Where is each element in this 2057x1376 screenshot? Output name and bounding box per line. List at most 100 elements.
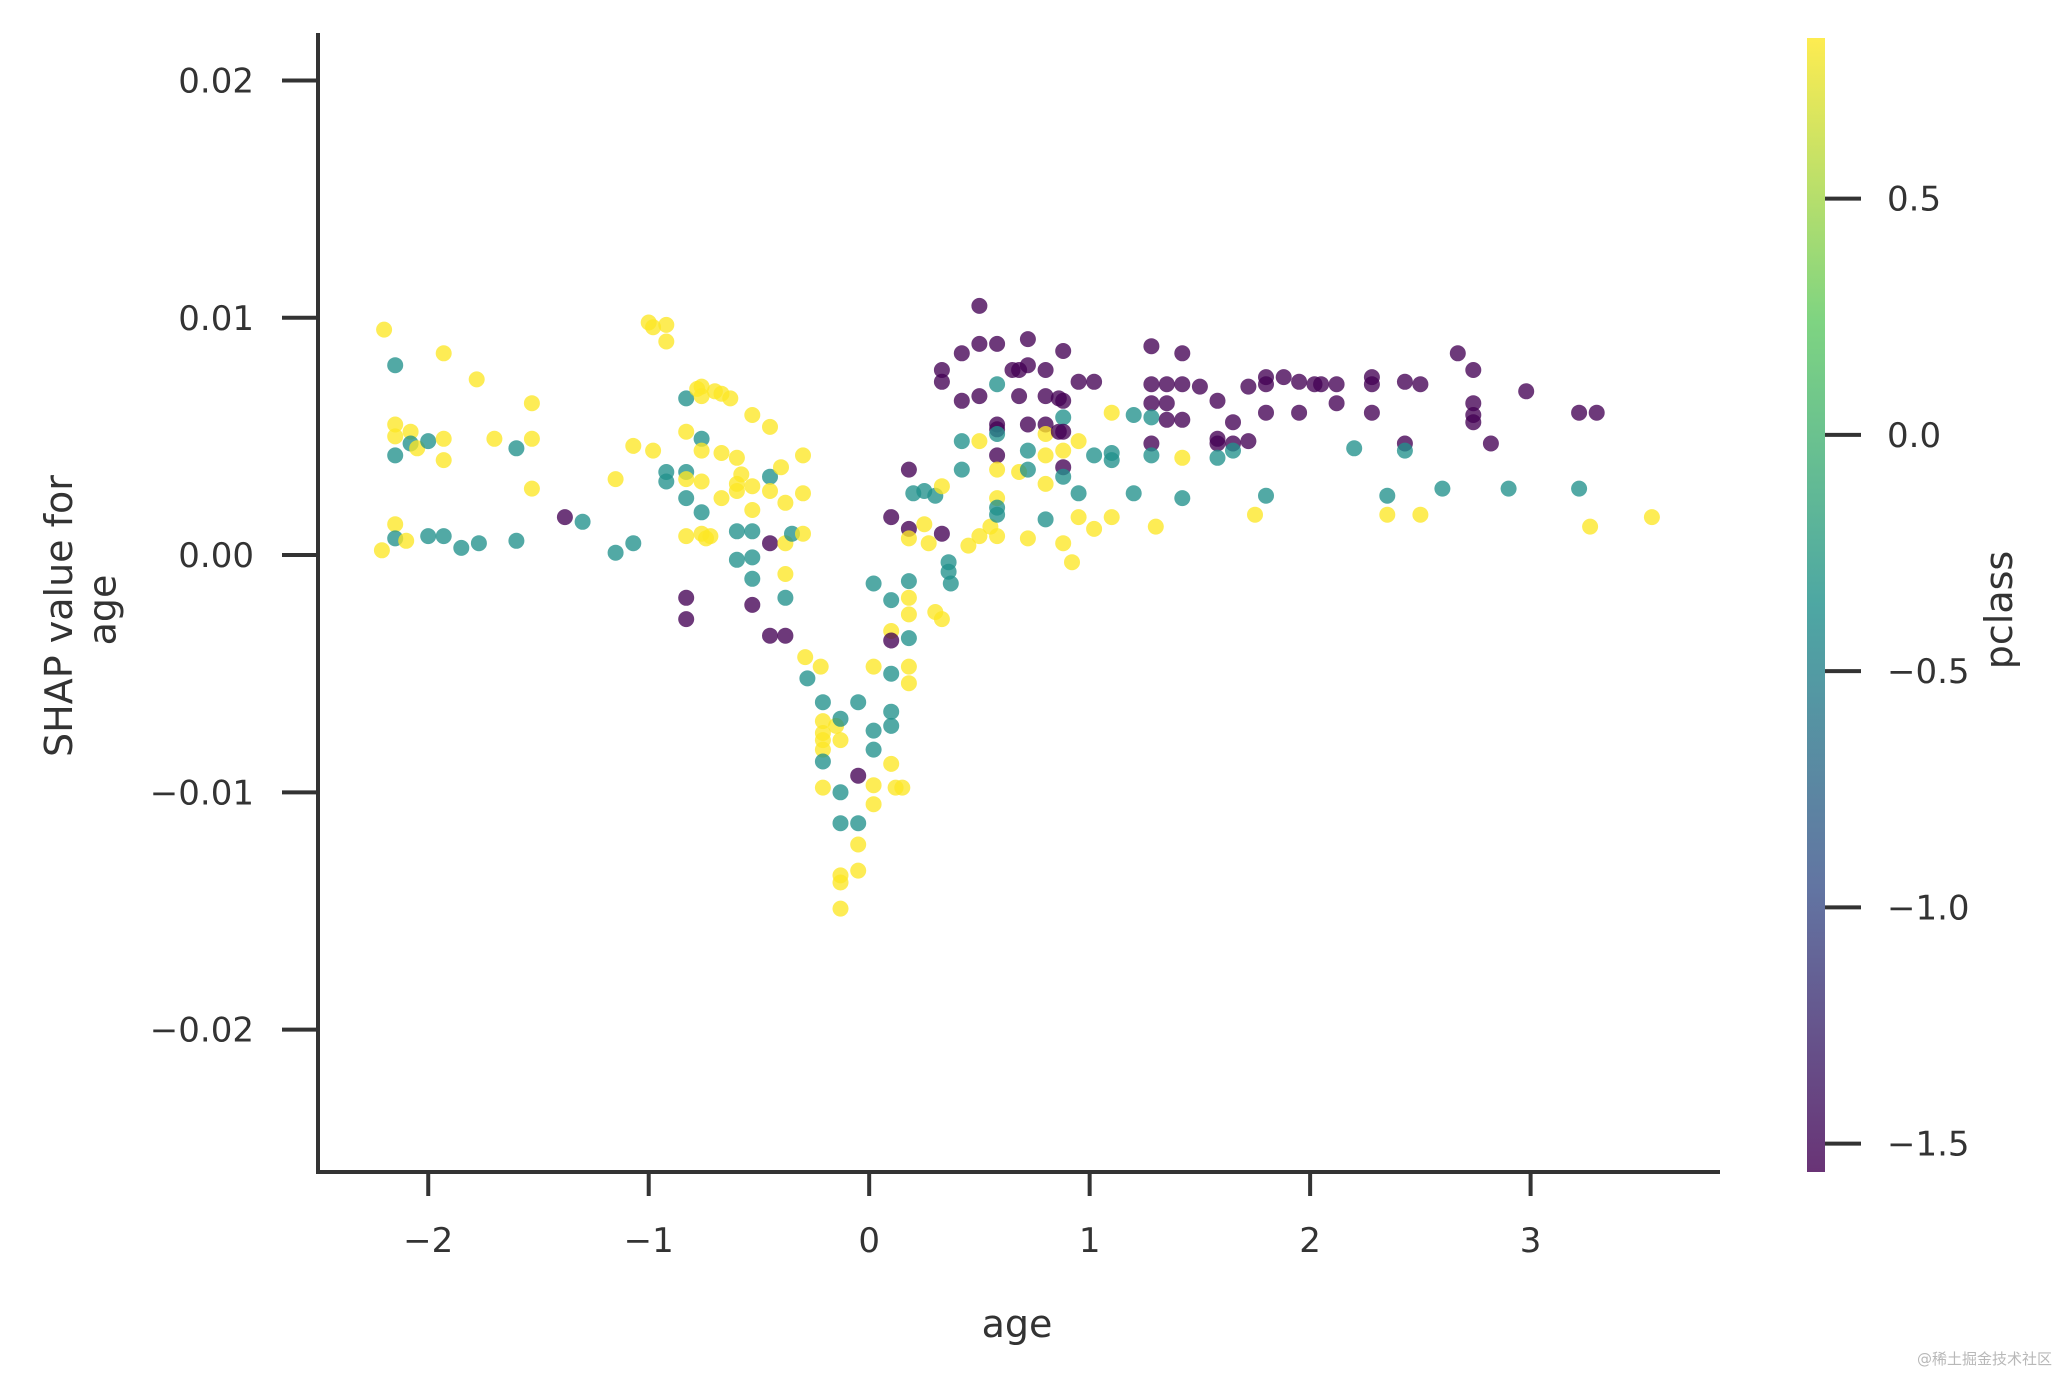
data-point [1449, 345, 1466, 362]
colorbar-tick-label: −1.5 [1887, 1125, 1970, 1165]
data-point [1143, 435, 1160, 452]
data-point [797, 649, 814, 666]
data-point [1037, 388, 1054, 405]
data-point [953, 392, 970, 409]
data-point [883, 509, 900, 526]
data-point [900, 589, 917, 606]
data-point [1086, 447, 1103, 464]
data-point [1518, 383, 1535, 400]
data-point [812, 658, 829, 675]
data-point [850, 694, 867, 711]
data-point [387, 447, 404, 464]
data-point [733, 466, 750, 483]
data-point [1379, 487, 1396, 504]
data-point [1174, 376, 1191, 393]
data-point [556, 509, 573, 526]
data-point [1258, 404, 1274, 421]
data-point [744, 478, 761, 495]
data-point [1125, 407, 1142, 423]
data-point [574, 513, 591, 530]
data-point [1379, 506, 1396, 523]
data-point [1143, 376, 1160, 393]
data-point [1147, 518, 1164, 535]
data-point [1465, 395, 1482, 412]
data-point [702, 528, 719, 545]
data-point [1328, 376, 1345, 393]
colorbar-tick-label: 0.5 [1887, 180, 1941, 220]
data-point [693, 430, 710, 447]
data-point [1582, 518, 1599, 535]
data-point [1055, 468, 1072, 485]
data-point [1174, 345, 1191, 362]
data-point [865, 777, 882, 794]
data-point [508, 440, 525, 457]
colorbar-ticks: 0.5 0.0 −0.5 −1.0 −1.5 [1825, 180, 1970, 1165]
data-point [989, 506, 1006, 523]
data-point [900, 461, 917, 478]
data-point [1191, 378, 1208, 395]
data-point [1055, 442, 1072, 459]
data-point [1125, 485, 1142, 502]
watermark: @稀土掘金技术社区 [1917, 1350, 2052, 1368]
data-point [814, 694, 831, 711]
x-tick-label: 3 [1520, 1221, 1542, 1261]
y-tick-label: −0.01 [150, 773, 254, 813]
data-point [1225, 442, 1241, 459]
data-point [900, 573, 917, 590]
data-point [728, 523, 745, 540]
data-point [953, 345, 970, 362]
data-point [1037, 362, 1054, 378]
data-point [1055, 409, 1072, 426]
data-point [1019, 416, 1036, 433]
data-point [850, 862, 867, 879]
data-point [625, 535, 642, 552]
data-point [1412, 376, 1429, 393]
data-point [1247, 506, 1263, 523]
data-point [883, 755, 900, 772]
data-point [1086, 520, 1103, 537]
data-point [658, 473, 675, 490]
data-point [989, 376, 1006, 393]
data-point [1158, 395, 1175, 412]
x-tick-label: −1 [624, 1221, 674, 1261]
data-point [1019, 357, 1036, 374]
data-point [728, 449, 745, 466]
data-point [1064, 554, 1080, 571]
data-point [1070, 373, 1087, 390]
data-point [1209, 435, 1226, 452]
data-point [795, 485, 811, 502]
data-point [883, 703, 900, 720]
data-point [722, 390, 739, 407]
data-point [1396, 442, 1413, 459]
data-point [832, 732, 849, 749]
data-point [744, 523, 761, 540]
data-point [435, 452, 452, 469]
data-point [693, 442, 710, 459]
data-point [933, 478, 950, 495]
data-point [933, 525, 950, 542]
data-point [933, 611, 950, 628]
data-point [795, 447, 811, 464]
data-point [865, 722, 882, 739]
data-point [1291, 373, 1308, 390]
data-point [850, 836, 867, 853]
data-point [832, 900, 849, 917]
data-point [744, 502, 761, 518]
data-point [971, 528, 988, 545]
data-point [1070, 509, 1087, 526]
data-point [850, 815, 867, 832]
y-tick-label: −0.02 [150, 1011, 254, 1051]
colorbar-tick-label: −0.5 [1887, 652, 1970, 692]
data-point [1240, 378, 1257, 395]
data-point [953, 433, 970, 450]
data-point [523, 480, 540, 497]
data-point [1070, 485, 1087, 502]
data-point [971, 335, 988, 352]
data-point [387, 357, 404, 374]
data-point [832, 784, 849, 801]
data-point [1086, 373, 1103, 390]
x-axis-ticks: −2 −1 0 1 2 3 [403, 1172, 1541, 1261]
y-axis-title: SHAP value for age [37, 463, 125, 757]
data-point [744, 570, 761, 587]
